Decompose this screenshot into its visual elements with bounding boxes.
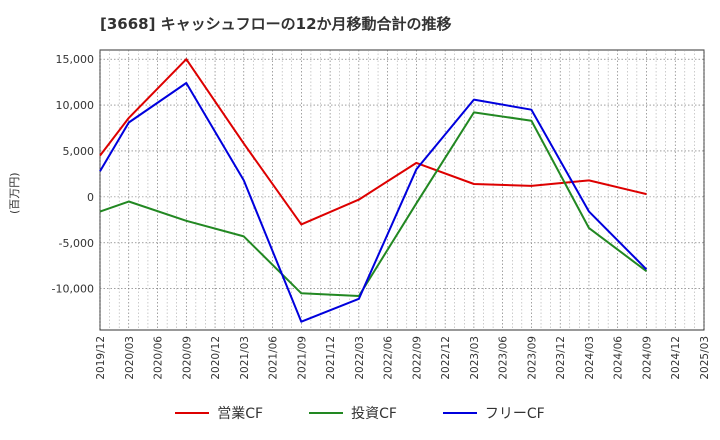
x-tick-label: 2024/06 [613, 336, 625, 380]
legend-label-investing-cf: 投資CF [351, 406, 397, 422]
x-tick-label: 2022/06 [383, 336, 395, 380]
x-tick-label: 2023/06 [498, 336, 510, 380]
chart-title: [3668] キャッシュフローの12か月移動合計の推移 [100, 15, 452, 33]
y-tick-label: -10,000 [52, 283, 94, 296]
legend-item-operating-cf: 営業CF [175, 403, 263, 423]
legend-swatch-operating-cf [175, 412, 210, 414]
legend-item-investing-cf: 投資CF [309, 403, 397, 423]
x-tick-label: 2023/09 [526, 336, 538, 380]
x-tick-label: 2020/12 [210, 336, 222, 380]
y-tick-label: -5,000 [59, 237, 94, 250]
x-tick-label: 2024/03 [584, 336, 596, 380]
x-tick-label: 2021/03 [239, 336, 251, 380]
x-tick-label: 2021/12 [325, 336, 337, 380]
x-tick-label: 2024/09 [641, 336, 653, 380]
y-tick-label: 15,000 [56, 53, 95, 66]
y-tick-label: 10,000 [56, 99, 95, 112]
legend-label-operating-cf: 営業CF [217, 406, 264, 422]
x-tick-label: 2025/03 [699, 336, 711, 380]
x-tick-label: 2020/09 [181, 336, 193, 380]
y-tick-label: 0 [87, 191, 94, 204]
x-tick-label: 2022/12 [440, 336, 452, 380]
series-line-2 [99, 82, 648, 323]
y-tick-label: 5,000 [63, 145, 95, 158]
legend-item-free-cf: フリーCF [442, 403, 545, 423]
legend-swatch-free-cf [442, 412, 477, 414]
legend-swatch-investing-cf [309, 412, 344, 414]
x-tick-label: 2023/03 [469, 336, 481, 380]
x-tick-label: 2023/12 [555, 336, 567, 380]
x-tick-label: 2021/09 [296, 336, 308, 380]
x-tick-label: 2022/03 [354, 336, 366, 380]
x-tick-label: 2021/06 [268, 336, 280, 380]
legend: 営業CF 投資CF フリーCF [0, 403, 720, 423]
legend-label-free-cf: フリーCF [484, 406, 545, 422]
series-line-0 [99, 58, 647, 226]
x-tick-label: 2022/09 [411, 336, 423, 380]
x-tick-label: 2024/12 [670, 336, 682, 380]
x-tick-label: 2020/06 [153, 336, 165, 380]
x-tick-label: 2019/12 [95, 336, 107, 380]
x-tick-label: 2020/03 [124, 336, 136, 380]
